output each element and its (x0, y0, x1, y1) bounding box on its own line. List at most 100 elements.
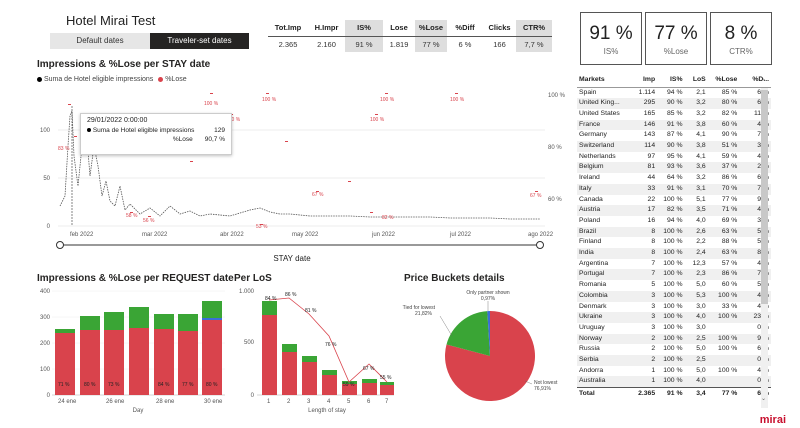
table-cell: Colombia (577, 290, 628, 302)
x-tick: 6 (367, 399, 371, 405)
table-cell: 100 % (663, 366, 683, 374)
tab-traveler-dates[interactable]: Traveler-set dates (150, 33, 249, 49)
table-cell: 2,2 (696, 238, 706, 246)
legend-lose: %Lose (165, 76, 187, 83)
legend-dot-icon (158, 76, 164, 82)
annotation: 56 % (143, 218, 155, 224)
tooltip-label: %Lose (172, 136, 193, 143)
pie-slice-tied (446, 311, 490, 356)
total-cell: 77 % (707, 387, 740, 401)
annotation: 100 % (226, 117, 241, 123)
table-cell: 63 % (707, 248, 740, 259)
y-tick: 50 (43, 176, 50, 182)
col-header[interactable]: IS% (657, 72, 685, 88)
kpi-card-ctr: 8 % CTR% (710, 12, 772, 65)
table-cell: Switzerland (577, 141, 628, 152)
kpi-header: %Lose (415, 20, 447, 36)
y2-tick: 60 % (548, 197, 562, 203)
kpi-header: %Diff (455, 23, 475, 33)
table-cell: 100 % (663, 323, 683, 331)
col-header[interactable]: Markets (577, 72, 628, 88)
los-chart[interactable]: 1.000 500 0 84 % 86 % 81 % 76 % 59 % 67 … (232, 286, 397, 416)
table-cell: 85 % (721, 88, 738, 96)
range-start-handle[interactable] (56, 241, 64, 249)
tooltip-label: Suma de Hotel eligible impressions (92, 127, 195, 134)
table-cell: 3,6 (684, 162, 708, 174)
range-end-handle[interactable] (536, 241, 544, 249)
markets-table[interactable]: Markets Imp IS% LoS %Lose %D... Spain 1.1… (577, 72, 771, 401)
total-cell: 2.365 (627, 387, 658, 401)
chevron-up-icon[interactable]: ⌃ (761, 79, 767, 85)
line-label: 59 % (343, 382, 355, 388)
kpi-value: 6 % (458, 39, 472, 49)
bar-label: 73 % (108, 382, 120, 388)
table-cell: 93 % (657, 162, 685, 174)
col-header-sorted[interactable]: Imp (627, 72, 658, 88)
table-cell: United King... (577, 98, 628, 109)
table-cell: 295 (627, 98, 658, 109)
table-cell: Portugal (577, 269, 628, 281)
annotation: 67 % (530, 193, 542, 199)
y-tick: 100 (40, 367, 51, 373)
col-header[interactable]: %D... (739, 72, 771, 88)
table-cell: 100 % (663, 259, 683, 267)
col-header[interactable]: LoS (684, 72, 708, 88)
table-cell: 146 (627, 119, 658, 131)
y-tick: 500 (244, 340, 255, 346)
table-cell: Ireland (579, 174, 600, 182)
table-cell: Canada (579, 195, 603, 203)
y-tick: 0 (251, 393, 255, 399)
annotation: 100 % (370, 117, 385, 123)
chevron-down-icon[interactable]: ⌄ (761, 396, 767, 402)
table-cell: 5,0 (696, 366, 706, 374)
scrollbar-thumb[interactable] (761, 90, 768, 304)
page-title: Hotel Mirai Test (66, 13, 156, 28)
table-cell: 2,5 (684, 333, 708, 345)
stay-chart[interactable]: 0 50 100 100 % 80 % 60 % 100 % 100 % 100… (30, 86, 575, 266)
pie-label: 21,82% (415, 311, 433, 317)
table-cell: 5,0 (696, 345, 706, 353)
x-axis-label: Day (133, 408, 144, 414)
table-cell: Norway (577, 333, 628, 345)
kpi-value: 1.819 (389, 39, 409, 49)
table-cell: 4,1 (696, 131, 706, 139)
price-chart[interactable]: Only partner shown 0,97% Tied for lowest… (400, 286, 575, 416)
line-label: 76 % (325, 342, 337, 348)
stay-chart-legend: Suma de Hotel eligible impressions %Lose (37, 76, 187, 83)
kpi-header: H.Impr (314, 23, 339, 33)
table-cell: Argentina (579, 259, 609, 267)
pie-label: Not lowest (534, 380, 558, 386)
tab-default-dates[interactable]: Default dates (50, 33, 150, 49)
y-tick: 0 (47, 393, 51, 399)
request-chart[interactable]: 400 300 200 100 0 71 % 80 % 73 % 84 % 77… (30, 286, 225, 416)
col-header[interactable]: %Lose (707, 72, 740, 88)
